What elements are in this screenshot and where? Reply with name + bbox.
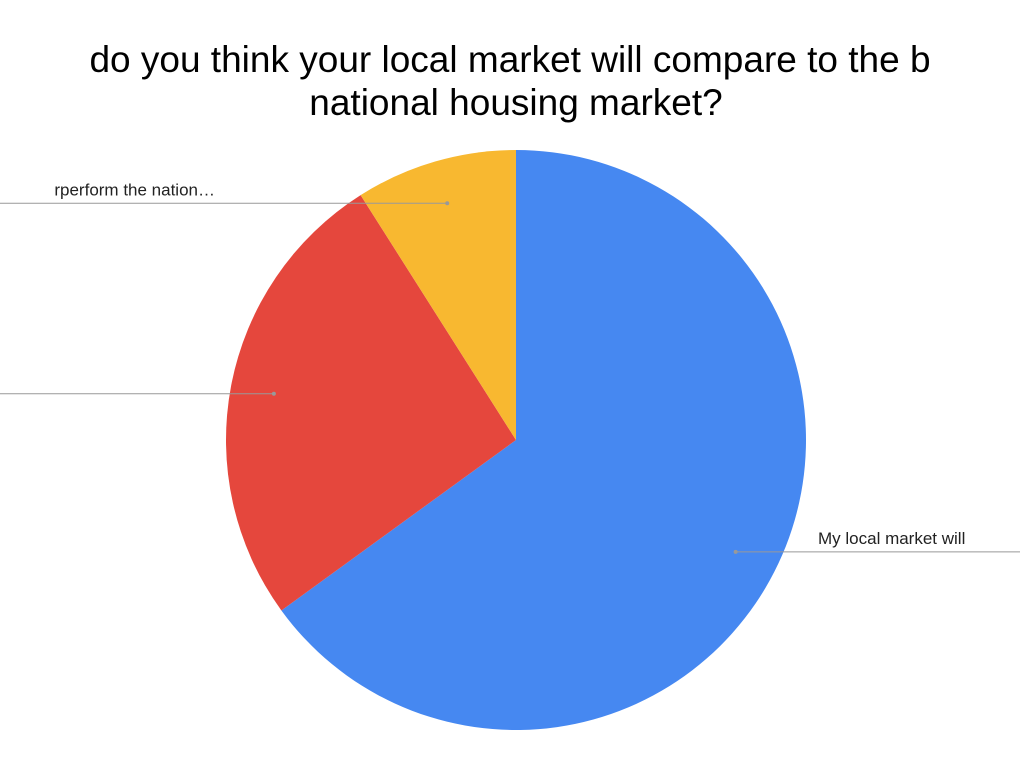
leader-dot (271, 391, 276, 396)
slice-label: rperform the nation… (54, 180, 215, 199)
pie-slice (281, 150, 807, 730)
leader-dot (445, 201, 450, 206)
slice-label: My local market will (818, 529, 965, 548)
pie-slice (225, 195, 516, 611)
chart-title: national housing market? (309, 82, 722, 123)
leader-dot (733, 549, 738, 554)
chart-title: do you think your local market will comp… (89, 39, 930, 80)
pie-slice (360, 150, 516, 440)
